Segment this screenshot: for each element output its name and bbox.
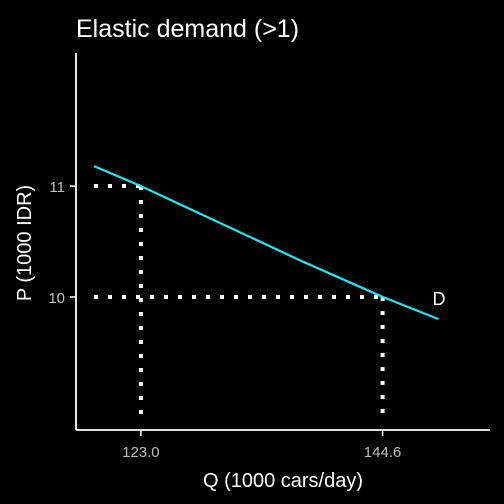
y-axis-label: P (1000 IDR) bbox=[14, 185, 36, 301]
demand-curve-line bbox=[93, 165, 439, 321]
plot-area: D bbox=[93, 165, 446, 414]
chart-title: Elastic demand (>1) bbox=[76, 15, 299, 43]
axes: 123.0 144.6 10 11 bbox=[48, 53, 490, 461]
y-tick-label-0: 10 bbox=[48, 290, 65, 307]
x-axis-label: Q (1000 cars/day) bbox=[203, 470, 363, 492]
demand-curve-label: D bbox=[433, 289, 446, 309]
x-tick-label-0: 123.0 bbox=[122, 444, 160, 461]
x-tick-label-1: 144.6 bbox=[364, 444, 402, 461]
y-tick-label-1: 11 bbox=[49, 179, 65, 196]
